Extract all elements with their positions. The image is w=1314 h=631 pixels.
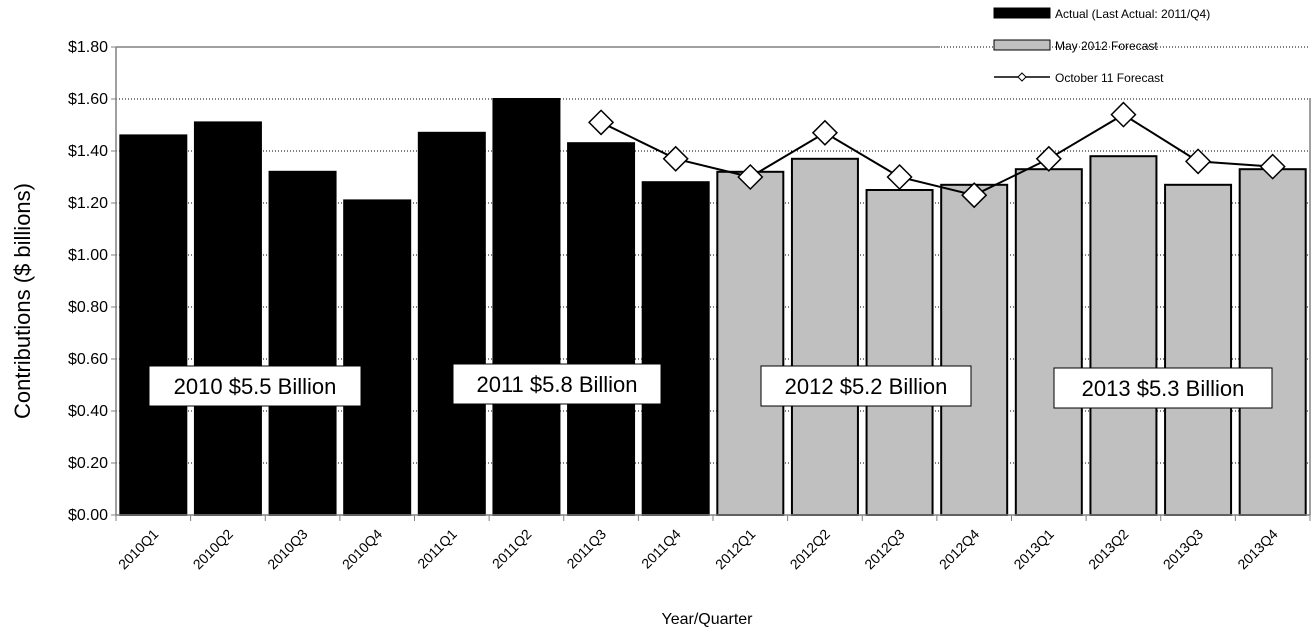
y-tick-label: $1.40 — [68, 143, 108, 160]
x-tick-label: 2010Q2 — [190, 526, 237, 573]
y-tick-label: $1.80 — [68, 39, 108, 56]
y-tick-labels: $0.00 $0.20 $0.40 $0.60 $0.80 $1.00 $1.20 $1.40… — [68, 39, 116, 524]
x-tick-label: 2012Q1 — [712, 526, 759, 573]
legend-swatch-actual — [993, 7, 1051, 19]
legend: Actual (Last Actual: 2011/Q4) May 2012 F… — [993, 7, 1210, 85]
x-tick-label: 2012Q4 — [936, 526, 983, 573]
x-tick-label: 2013Q2 — [1085, 526, 1132, 573]
y-tick-label: $0.60 — [68, 351, 108, 368]
bar-2013q4 — [1238, 168, 1307, 516]
x-tick-label: 2013Q4 — [1234, 526, 1281, 573]
x-tick-label: 2010Q3 — [264, 526, 311, 573]
annotation-box — [452, 363, 662, 405]
october-forecast-line — [600, 113, 1273, 197]
legend-label-october-forecast: October 11 Forecast — [1055, 71, 1164, 85]
bar-2011q1 — [417, 131, 486, 517]
bar-2012q2 — [790, 157, 859, 517]
annotation-label: 2010 $5.5 Billion — [174, 374, 337, 399]
bar-2013q2 — [1089, 155, 1158, 516]
annotation-box — [760, 365, 972, 407]
x-tick-label: 2010Q4 — [339, 526, 386, 573]
legend-label-may-forecast: May 2012 Forecast — [1055, 39, 1158, 53]
x-tick-label: 2010Q1 — [115, 526, 162, 573]
forecast-line — [588, 101, 1286, 209]
forecast-point-diamond — [1110, 101, 1137, 128]
x-tick-label: 2011Q1 — [414, 526, 460, 572]
bar-2012q1 — [716, 170, 785, 517]
y-tick-label: $1.00 — [68, 247, 108, 264]
y-tick-label: $0.80 — [68, 299, 108, 316]
annotation-box — [148, 365, 362, 407]
forecast-point-diamond — [1259, 153, 1286, 180]
x-tick-label: 2012Q2 — [787, 526, 834, 573]
forecast-point-diamond — [588, 109, 615, 136]
x-tick-label: 2011Q3 — [563, 526, 609, 572]
forecast-point-diamond — [1035, 145, 1062, 172]
x-tick-label: 2011Q4 — [638, 526, 684, 572]
x-axis-title: Year/Quarter — [661, 611, 753, 628]
annotation-label: 2012 $5.2 Billion — [785, 374, 948, 399]
legend-label-actual: Actual (Last Actual: 2011/Q4) — [1055, 7, 1210, 21]
x-tick-label: 2011Q2 — [489, 526, 535, 572]
y-tick-label: $0.00 — [68, 507, 108, 524]
bar-2013q1 — [1014, 168, 1083, 516]
y-axis-title: Contributions ($ billions) — [10, 183, 35, 419]
y-tick-label: $1.60 — [68, 91, 108, 108]
bar-2010q3 — [268, 170, 337, 517]
forecast-point-diamond — [886, 163, 913, 191]
x-tick-label: 2013Q1 — [1010, 526, 1057, 573]
x-tick-labels: 2010Q1 2010Q2 2010Q3 2010Q4 2011Q1 2011Q2 2011… — [115, 515, 1311, 573]
bar-2010q2 — [193, 121, 262, 517]
bar-2013q3 — [1164, 183, 1233, 517]
forecast-point-diamond — [737, 163, 764, 191]
annotation-box — [1053, 367, 1273, 409]
bar-2012q4 — [940, 183, 1009, 517]
bar-2011q3 — [567, 142, 636, 516]
bar-2010q1 — [119, 134, 188, 516]
annotation-label: 2011 $5.8 Billion — [476, 372, 637, 397]
forecast-point-diamond — [662, 145, 689, 172]
y-tick-label: $0.40 — [68, 403, 108, 420]
annotation-label: 2013 $5.3 Billion — [1082, 376, 1245, 401]
bars — [119, 98, 1307, 517]
bar-2011q2 — [492, 98, 561, 516]
annotations: 2010 $5.5 Billion 2011 $5.8 Billion 2012 $… — [148, 363, 1273, 409]
y-tick-label: $0.20 — [68, 455, 108, 472]
x-tick-label: 2013Q3 — [1160, 526, 1207, 573]
x-tick-label: 2012Q3 — [861, 526, 908, 573]
legend-diamond-icon — [1017, 72, 1027, 82]
forecast-point-diamond — [1185, 148, 1212, 175]
bar-2011q4 — [641, 181, 710, 516]
bar-2012q3 — [865, 189, 934, 516]
legend-swatch-may-forecast — [993, 39, 1051, 51]
bar-2010q4 — [343, 199, 412, 516]
forecast-point-diamond — [811, 119, 838, 146]
y-tick-label: $1.20 — [68, 195, 108, 212]
forecast-point-diamond — [961, 182, 988, 209]
